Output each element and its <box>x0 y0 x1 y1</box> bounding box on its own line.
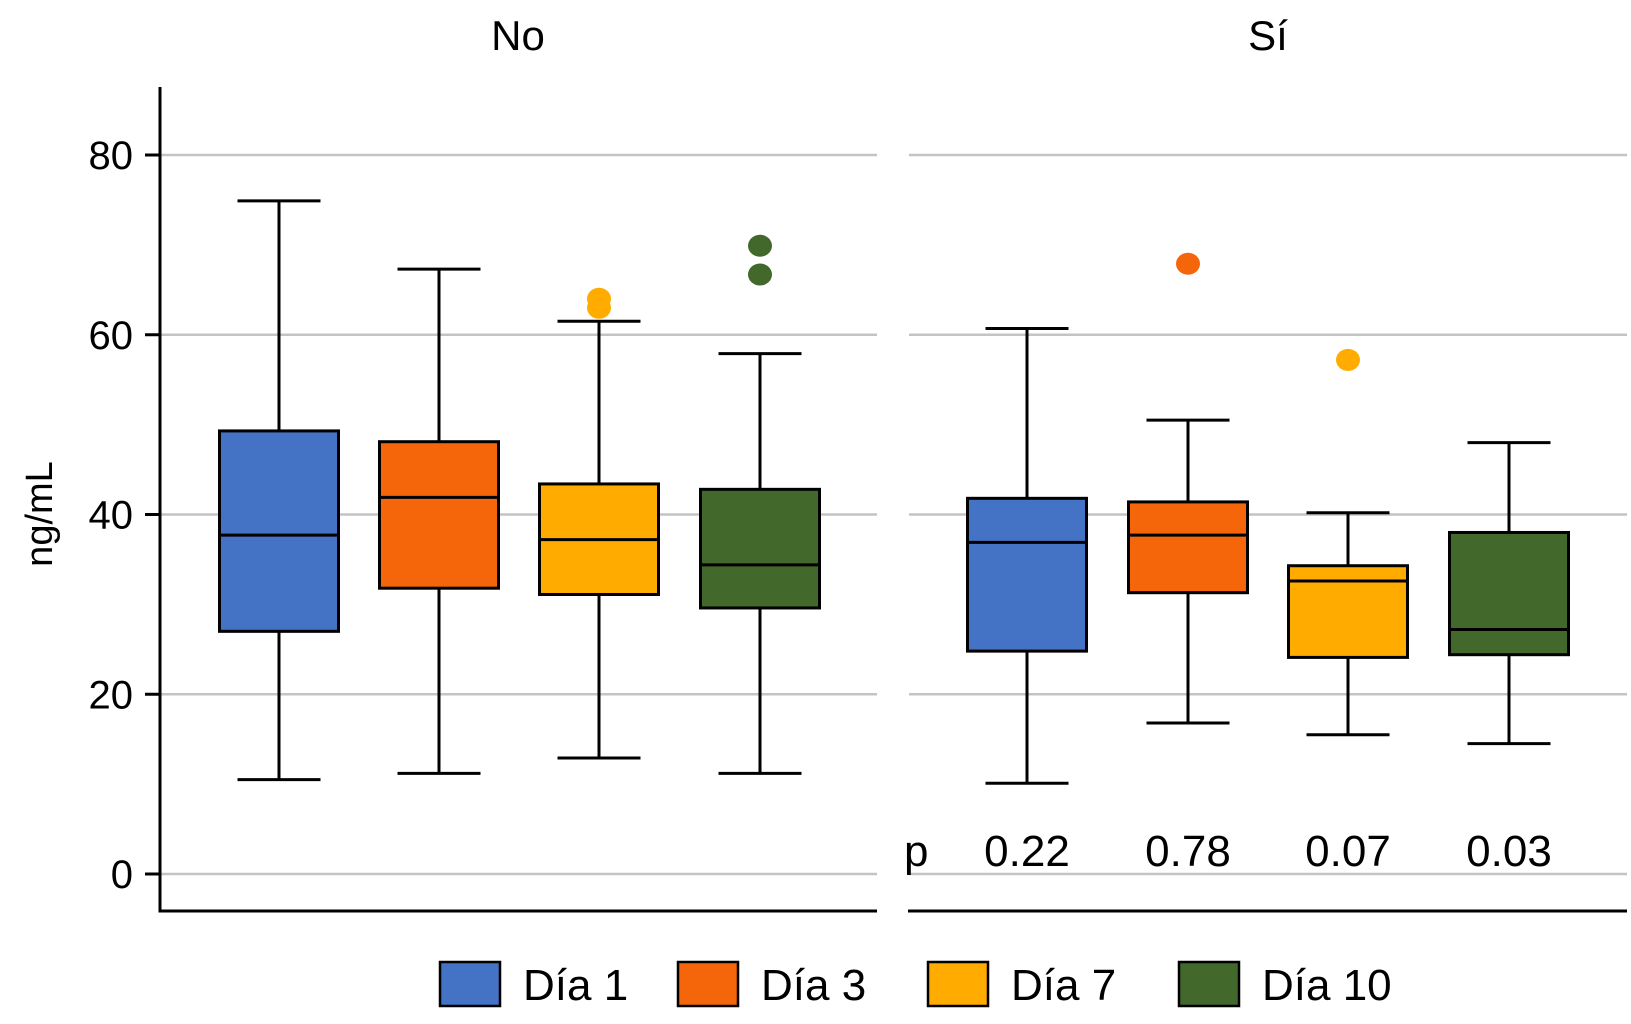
legend-label: Día 1 <box>523 961 628 1010</box>
facet-title-si: Sí <box>1248 12 1288 59</box>
box-si-0 <box>966 326 1088 785</box>
boxes <box>218 199 1570 785</box>
legend-item-1: Día 3 <box>676 960 866 1010</box>
outlier-point <box>1176 252 1200 275</box>
legend-item-3: Día 10 <box>1177 960 1392 1010</box>
iqr-box <box>966 496 1088 653</box>
y-ticks: 0 20 40 60 80 <box>89 134 160 897</box>
legend-item-2: Día 7 <box>926 960 1116 1010</box>
legend-swatch <box>926 960 990 1008</box>
legend-label: Día 10 <box>1262 961 1392 1010</box>
y-tick-label: 80 <box>89 134 134 178</box>
legend-swatch <box>1177 960 1241 1008</box>
iqr-box <box>1287 564 1409 659</box>
iqr-box <box>699 487 821 610</box>
iqr-box <box>218 429 340 633</box>
iqr-box <box>1127 500 1249 595</box>
y-axis-label: ng/mL <box>19 461 61 567</box>
outlier-point <box>1336 348 1360 371</box>
y-tick-label: 40 <box>89 494 134 538</box>
y-tick-label: 60 <box>89 314 134 358</box>
iqr-box <box>1448 530 1570 657</box>
legend-swatch <box>438 960 502 1008</box>
box-no-0 <box>218 199 340 782</box>
p-value-annotations: p 0.22 0.78 0.07 0.03 <box>904 827 1552 876</box>
p-value: 0.22 <box>984 827 1070 876</box>
y-tick-label: 0 <box>111 853 133 897</box>
legend-swatch <box>676 960 740 1008</box>
legend-item-0: Día 1 <box>438 960 628 1010</box>
y-tick-label: 20 <box>89 673 134 717</box>
p-label: p <box>904 827 928 876</box>
outlier-point <box>587 296 611 319</box>
box-si-1 <box>1127 252 1249 725</box>
iqr-box <box>378 440 500 590</box>
outlier-point <box>748 263 772 286</box>
box-si-3 <box>1448 441 1570 746</box>
box-no-3 <box>699 234 821 775</box>
facet-title-no: No <box>491 12 545 59</box>
legend-label: Día 3 <box>761 961 866 1010</box>
box-no-1 <box>378 267 500 775</box>
box-no-2 <box>538 287 660 760</box>
legend: Día 1 Día 3 Día 7 Día 10 <box>438 960 1392 1010</box>
box-si-2 <box>1287 348 1409 737</box>
axes <box>158 87 1627 913</box>
p-value: 0.03 <box>1466 827 1552 876</box>
p-value: 0.07 <box>1305 827 1391 876</box>
legend-label: Día 7 <box>1011 961 1116 1010</box>
outlier-point <box>748 234 772 257</box>
p-value: 0.78 <box>1145 827 1231 876</box>
